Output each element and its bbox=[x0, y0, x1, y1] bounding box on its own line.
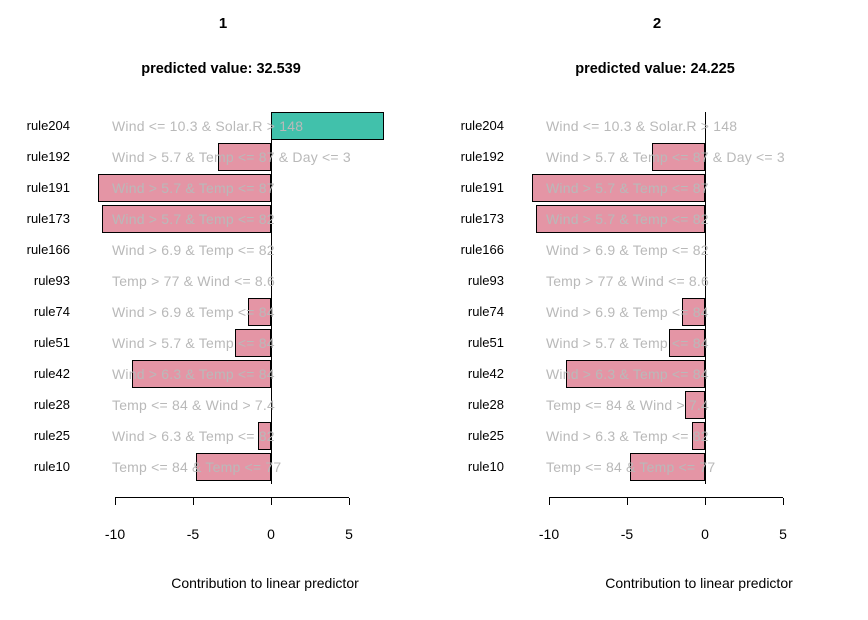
x-axis-tick-label: 0 bbox=[267, 526, 275, 542]
rule-condition-rule74: Wind > 6.9 & Temp <= 84 bbox=[546, 304, 709, 320]
x-axis-tick-label: 0 bbox=[701, 526, 709, 542]
rule-label-rule173: rule173 bbox=[460, 211, 504, 226]
contribution-bar-rule25 bbox=[692, 422, 705, 450]
x-axis-tick bbox=[627, 498, 628, 505]
rule-label-rule25: rule25 bbox=[467, 428, 504, 443]
contribution-bar-rule51 bbox=[235, 329, 271, 357]
x-axis-tick bbox=[783, 498, 784, 505]
rule-label-rule173: rule173 bbox=[26, 211, 70, 226]
rule-condition-rule42: Wind > 6.3 & Temp <= 84 bbox=[546, 366, 709, 382]
x-axis-tick-label: -5 bbox=[186, 526, 200, 542]
rule-condition-rule25: Wind > 6.3 & Temp <= 82 bbox=[546, 428, 709, 444]
panel-title: 2 bbox=[652, 15, 662, 32]
rule-label-rule192: rule192 bbox=[460, 149, 504, 164]
rule-label-rule204: rule204 bbox=[26, 118, 70, 133]
rule-condition-rule28: Temp <= 84 & Wind > 7.4 bbox=[546, 397, 709, 413]
rule-condition-rule166: Wind > 6.9 & Temp <= 82 bbox=[112, 242, 275, 258]
panel-observation-2: 2 predicted value: 24.225 Contribution t… bbox=[434, 0, 868, 620]
rule-condition-rule51: Wind > 5.7 & Temp <= 84 bbox=[546, 335, 709, 351]
zero-reference-line bbox=[705, 112, 706, 484]
contribution-bar-rule192 bbox=[218, 143, 271, 171]
predicted-value-label: predicted value: 24.225 bbox=[575, 61, 735, 77]
rule-label-rule74: rule74 bbox=[33, 304, 70, 319]
contribution-bar-rule42 bbox=[132, 360, 271, 388]
rule-label-rule93: rule93 bbox=[467, 273, 504, 288]
rule-condition-rule173: Wind > 5.7 & Temp <= 82 bbox=[112, 211, 275, 227]
contribution-bar-rule173 bbox=[536, 205, 705, 233]
rule-condition-rule204: Wind <= 10.3 & Solar.R > 148 bbox=[546, 118, 738, 134]
rule-label-rule25: rule25 bbox=[33, 428, 70, 443]
contribution-bar-rule192 bbox=[652, 143, 705, 171]
rule-condition-rule51: Wind > 5.7 & Temp <= 84 bbox=[112, 335, 275, 351]
x-axis-tick bbox=[115, 498, 116, 505]
contribution-bar-rule10 bbox=[196, 453, 271, 481]
rule-condition-rule192: Wind > 5.7 & Temp <= 87 & Day <= 3 bbox=[112, 149, 351, 165]
rule-condition-rule42: Wind > 6.3 & Temp <= 84 bbox=[112, 366, 275, 382]
rule-label-rule74: rule74 bbox=[467, 304, 504, 319]
rule-label-rule204: rule204 bbox=[460, 118, 504, 133]
rule-condition-rule10: Temp <= 84 & Temp <= 77 bbox=[112, 459, 282, 475]
x-axis-tick-label: -5 bbox=[620, 526, 634, 542]
panel-title: 1 bbox=[218, 15, 228, 32]
rule-condition-rule191: Wind > 5.7 & Temp <= 87 bbox=[112, 180, 275, 196]
zero-reference-line bbox=[271, 112, 272, 484]
contribution-bar-rule191 bbox=[98, 174, 271, 202]
x-axis-tick bbox=[549, 498, 550, 505]
x-axis-tick bbox=[705, 498, 706, 505]
rule-label-rule10: rule10 bbox=[467, 459, 504, 474]
rule-condition-rule166: Wind > 6.9 & Temp <= 82 bbox=[546, 242, 709, 258]
contribution-bar-rule74 bbox=[248, 298, 271, 326]
contribution-bar-rule28 bbox=[685, 391, 705, 419]
rule-condition-rule10: Temp <= 84 & Temp <= 77 bbox=[546, 459, 716, 475]
rule-condition-rule25: Wind > 6.3 & Temp <= 82 bbox=[112, 428, 275, 444]
contribution-bar-rule191 bbox=[532, 174, 705, 202]
rule-condition-rule204: Wind <= 10.3 & Solar.R > 148 bbox=[112, 118, 304, 134]
x-axis-tick-label: -10 bbox=[104, 526, 126, 542]
rule-condition-rule192: Wind > 5.7 & Temp <= 87 & Day <= 3 bbox=[546, 149, 785, 165]
contribution-bar-rule42 bbox=[566, 360, 705, 388]
rule-label-rule51: rule51 bbox=[467, 335, 504, 350]
x-axis-tick-label: -10 bbox=[538, 526, 560, 542]
rule-label-rule192: rule192 bbox=[26, 149, 70, 164]
x-axis-tick-label: 5 bbox=[345, 526, 353, 542]
x-axis-tick bbox=[349, 498, 350, 505]
panel-observation-1: 1 predicted value: 32.539 Contribution t… bbox=[26, 15, 384, 591]
rule-label-rule51: rule51 bbox=[33, 335, 70, 350]
contribution-bar-rule10 bbox=[630, 453, 705, 481]
rule-condition-rule93: Temp > 77 & Wind <= 8.6 bbox=[546, 273, 709, 289]
contribution-bar-rule25 bbox=[258, 422, 271, 450]
x-axis-line bbox=[549, 497, 783, 498]
predicted-value-label: predicted value: 32.539 bbox=[141, 61, 301, 77]
rule-label-rule42: rule42 bbox=[467, 366, 504, 381]
x-axis-tick-label: 5 bbox=[779, 526, 787, 542]
rule-label-rule42: rule42 bbox=[33, 366, 70, 381]
rule-label-rule191: rule191 bbox=[460, 180, 504, 195]
rule-condition-rule28: Temp <= 84 & Wind > 7.4 bbox=[112, 397, 275, 413]
rule-condition-rule173: Wind > 5.7 & Temp <= 82 bbox=[546, 211, 709, 227]
rule-condition-rule191: Wind > 5.7 & Temp <= 87 bbox=[546, 180, 709, 196]
contribution-bar-rule173 bbox=[102, 205, 271, 233]
rule-label-rule93: rule93 bbox=[33, 273, 70, 288]
rule-label-rule28: rule28 bbox=[33, 397, 70, 412]
rule-label-rule28: rule28 bbox=[467, 397, 504, 412]
rule-condition-rule74: Wind > 6.9 & Temp <= 84 bbox=[112, 304, 275, 320]
contribution-bar-rule74 bbox=[682, 298, 705, 326]
rule-condition-rule93: Temp > 77 & Wind <= 8.6 bbox=[112, 273, 275, 289]
rule-label-rule166: rule166 bbox=[460, 242, 504, 257]
x-axis-line bbox=[115, 497, 349, 498]
contribution-bar-rule51 bbox=[669, 329, 705, 357]
x-axis-tick bbox=[193, 498, 194, 505]
rule-label-rule10: rule10 bbox=[33, 459, 70, 474]
contribution-bar-rule204 bbox=[271, 112, 384, 140]
x-axis-tick bbox=[271, 498, 272, 505]
rule-label-rule191: rule191 bbox=[26, 180, 70, 195]
x-axis-title: Contribution to linear predictor bbox=[605, 575, 793, 591]
x-axis-title: Contribution to linear predictor bbox=[171, 575, 359, 591]
rule-label-rule166: rule166 bbox=[26, 242, 70, 257]
